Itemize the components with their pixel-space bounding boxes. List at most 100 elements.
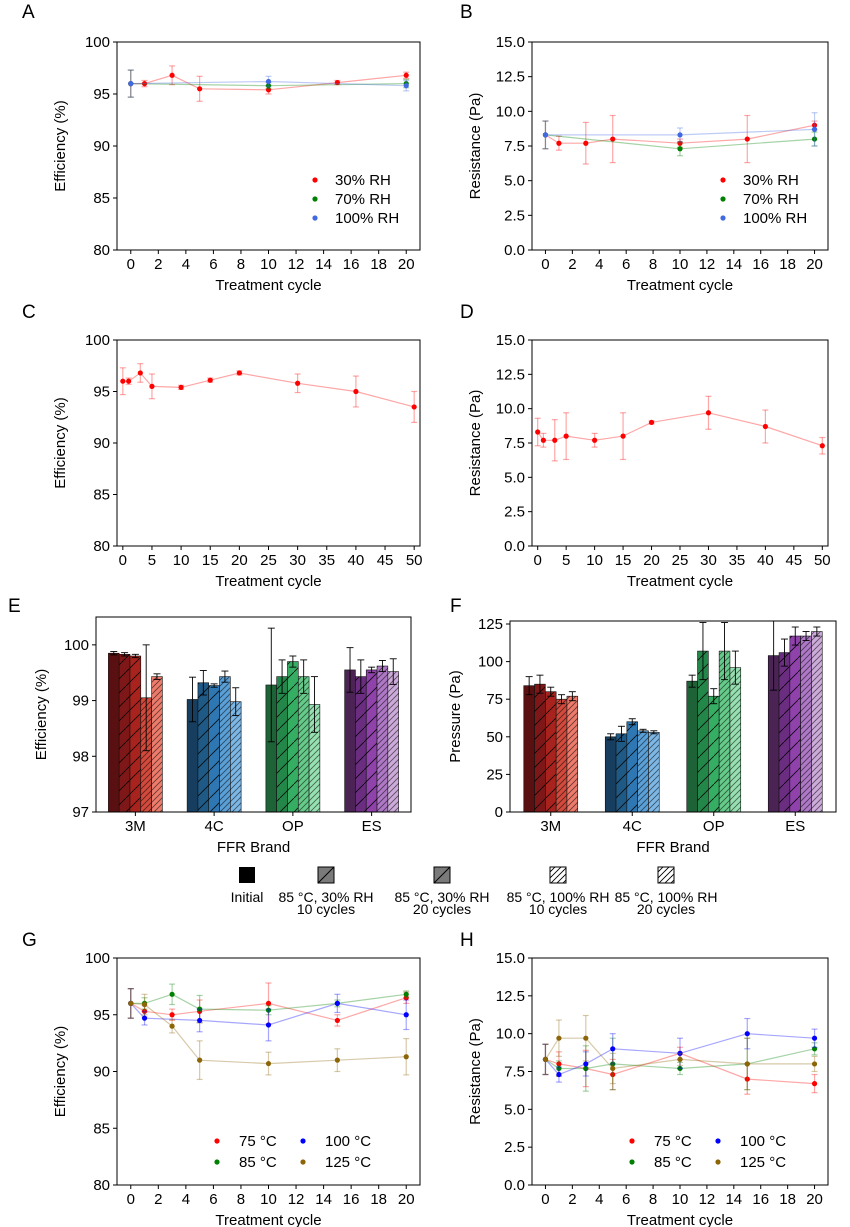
- x-tick-label: 18: [779, 256, 796, 273]
- x-tick-label: 18: [370, 256, 387, 273]
- bar-hatch: [534, 684, 546, 812]
- data-point: [620, 433, 626, 439]
- data-point: [126, 378, 132, 384]
- x-axis-label: Treatment cycle: [627, 1212, 733, 1227]
- x-tick-label: 5: [562, 552, 570, 569]
- x-tick-label: 35: [318, 552, 335, 569]
- bar-group: [355, 659, 367, 813]
- data-point: [744, 136, 750, 142]
- data-point: [128, 1000, 134, 1007]
- data-point: [556, 1065, 562, 1072]
- bar-group: [686, 674, 698, 813]
- x-tick-label: 2: [568, 1191, 576, 1208]
- data-point: [353, 388, 359, 395]
- bar-group: [811, 626, 823, 813]
- panel-letter: E: [8, 596, 21, 617]
- data-point: [141, 1001, 148, 1008]
- legend-label: 125 °C: [740, 1154, 786, 1171]
- legend-marker: [312, 196, 318, 202]
- legend-label: 75 °C: [654, 1133, 692, 1150]
- data-point: [128, 81, 134, 87]
- bar: [604, 736, 617, 813]
- data-point: [811, 1046, 818, 1052]
- y-tick-label: 100: [85, 950, 110, 967]
- bar-hatch: [219, 676, 231, 812]
- data-point: [610, 1046, 616, 1052]
- bar-group: [718, 622, 731, 813]
- panel-g: G 0 2 4 6 8 10 12 14 16 18 20 80 85 90 95 100 Treatment c…: [22, 930, 421, 1227]
- y-axis-label: Efficiency (%): [52, 397, 69, 488]
- bar-hatch: [556, 699, 567, 812]
- y-tick-label: 5.0: [504, 173, 525, 190]
- x-tick-label: 4: [182, 1191, 190, 1208]
- bar-group: [778, 638, 791, 813]
- data-point: [265, 1022, 272, 1028]
- x-tick-label: 0: [541, 1191, 549, 1208]
- y-tick-label: 0: [495, 804, 503, 821]
- data-point: [583, 1061, 589, 1067]
- legend-label-line2: 10 cycles: [529, 901, 587, 917]
- legend-label-line2: 20 cycles: [637, 901, 695, 917]
- bar-hatch: [366, 669, 378, 812]
- legend-label: 85 °C, 100% RH: [507, 889, 610, 905]
- category-label: OP: [282, 818, 304, 835]
- legend-label: 100% RH: [743, 210, 807, 227]
- x-tick-label: 12: [699, 256, 716, 273]
- y-tick-label: 97: [72, 804, 89, 821]
- bar-hatch: [729, 667, 741, 812]
- x-tick-label: 25: [672, 552, 689, 569]
- legend-label: 85 °C, 100% RH: [615, 889, 718, 905]
- data-point: [197, 1017, 203, 1024]
- y-axis-label: Resistance (Pa): [467, 1018, 484, 1125]
- bar-group: [208, 683, 220, 813]
- data-point: [197, 86, 203, 92]
- bar-hatch: [719, 651, 730, 812]
- legend-swatch: [549, 866, 567, 884]
- y-tick-label: 85: [93, 190, 110, 207]
- y-tick-label: 90: [93, 1064, 110, 1081]
- legend-label: 85 °C: [654, 1154, 692, 1171]
- y-tick-label: 100: [478, 654, 503, 671]
- bar-group: [637, 728, 649, 813]
- y-tick-label: 0.0: [504, 1177, 525, 1194]
- x-tick-label: 10: [672, 1191, 689, 1208]
- bar-hatch: [151, 676, 163, 812]
- x-tick-label: 10: [672, 256, 689, 273]
- bar-group: [648, 730, 660, 813]
- x-axis-label: Treatment cycle: [627, 277, 733, 294]
- data-point: [334, 79, 340, 86]
- legend: 75 °C 85 °C 100 °C 125 °C: [629, 1133, 786, 1171]
- series: [542, 1014, 818, 1091]
- plot-frame: [509, 620, 837, 813]
- bar-group: [566, 691, 579, 813]
- legend: 30% RH 70% RH 100% RH: [720, 172, 807, 227]
- y-axis-label: Efficiency (%): [52, 100, 69, 191]
- y-tick-label: 25: [486, 766, 503, 783]
- x-tick-label: 14: [315, 256, 332, 273]
- bar-hatch: [637, 730, 649, 812]
- panel-letter: A: [22, 2, 35, 23]
- bar-group: [197, 670, 210, 813]
- y-tick-label: 95: [93, 384, 110, 401]
- x-tick-label: 20: [643, 552, 660, 569]
- data-point: [403, 83, 409, 89]
- panel-a: A 0 2 4 6 8 10 12 14 16 18 20 80 85 90 95 100 Treatment c…: [22, 2, 421, 294]
- data-point: [265, 1007, 272, 1013]
- data-point: [265, 87, 272, 93]
- x-tick-label: 10: [586, 552, 603, 569]
- data-point: [677, 1050, 683, 1056]
- legend-hatch: [433, 866, 451, 884]
- data-point: [169, 1012, 175, 1018]
- bar: [108, 652, 120, 813]
- panel-e: E 3M 4C OP ES 97 98 99 100 FFR Brand Efficiency (%…: [8, 596, 412, 856]
- data-point: [169, 1023, 175, 1029]
- legend-label-line2: 20 cycles: [413, 901, 471, 917]
- legend-label: 125 °C: [325, 1154, 371, 1171]
- category-label: ES: [785, 818, 805, 835]
- data-point: [552, 437, 558, 443]
- legend-marker: [629, 1159, 635, 1165]
- bar-hatch: [779, 652, 790, 812]
- data-point: [265, 83, 272, 89]
